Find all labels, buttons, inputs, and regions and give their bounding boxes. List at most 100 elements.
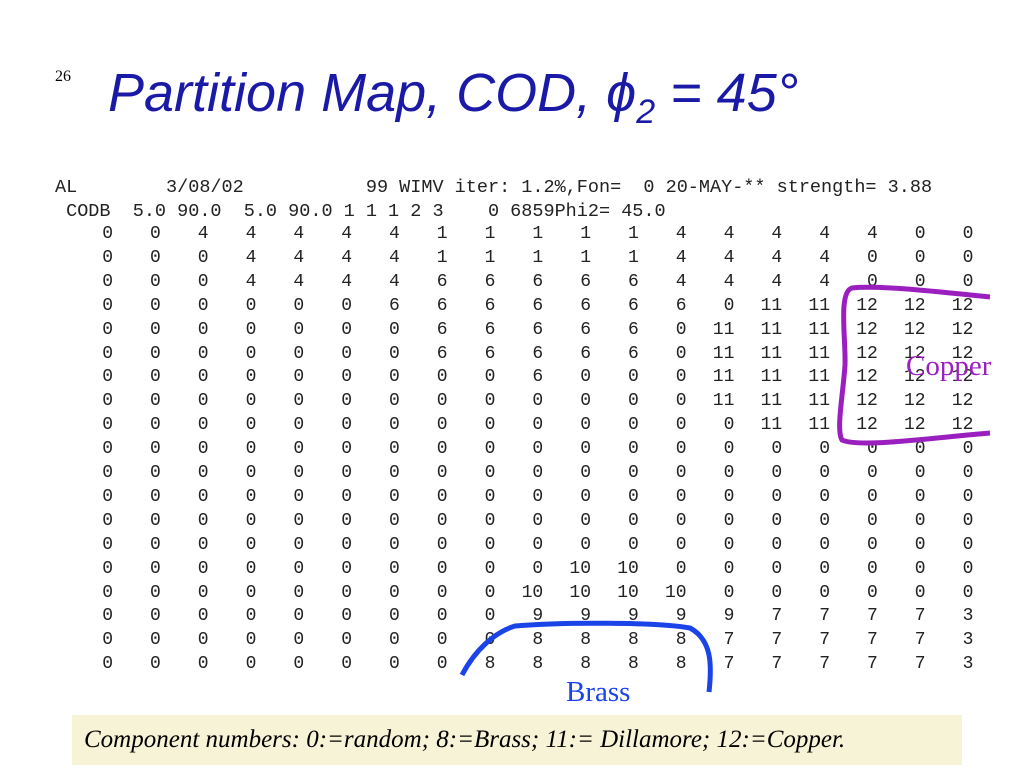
table-cell: 6 <box>580 271 591 292</box>
table-cell: 6 <box>580 319 591 340</box>
table-cell: 0 <box>341 510 352 531</box>
table-cell: 0 <box>388 343 400 364</box>
table-cell: 8 <box>627 630 639 651</box>
table-cell: 0 <box>627 367 639 388</box>
table-cell: 11 <box>760 343 783 364</box>
table-cell: 6 <box>627 295 639 316</box>
table-cell: 12 <box>951 343 974 364</box>
table-cell: 0 <box>149 486 161 507</box>
table-cell: 0 <box>436 367 448 388</box>
table-cell: 4 <box>723 271 735 292</box>
table-cell: 12 <box>856 391 878 412</box>
table-cell: 0 <box>388 319 400 340</box>
table-cell: 9 <box>532 606 544 627</box>
table-cell: 0 <box>627 534 639 555</box>
table-cell: 1 <box>484 247 496 268</box>
table-cell: 0 <box>484 486 496 507</box>
table-cell: 0 <box>914 510 926 531</box>
table-cell: 0 <box>771 510 783 531</box>
table-cell: 0 <box>197 558 209 579</box>
table-cell: 0 <box>723 582 735 603</box>
table-cell: 0 <box>245 510 257 531</box>
brass-bracket <box>459 620 713 693</box>
table-cell: 6 <box>436 271 448 292</box>
table-cell: 7 <box>771 654 783 675</box>
table-cell: 0 <box>293 391 305 412</box>
table-cell: 0 <box>532 486 544 507</box>
table-cell: 11 <box>760 391 783 412</box>
table-cell: 6 <box>532 295 544 316</box>
table-cell: 1 <box>532 224 544 244</box>
table-cell: 0 <box>675 415 687 436</box>
table-cell: 0 <box>627 391 639 412</box>
table-cell: 0 <box>341 367 352 388</box>
table-cell: 6 <box>532 343 544 364</box>
table-cell: 0 <box>102 367 113 388</box>
table-cell: 0 <box>436 510 448 531</box>
table-cell: 0 <box>293 463 305 483</box>
table-cell: 0 <box>532 510 544 531</box>
table-cell: 0 <box>484 391 496 412</box>
table-cell: 0 <box>914 582 926 603</box>
table-cell: 6 <box>436 343 448 364</box>
table-cell: 0 <box>149 558 161 579</box>
table-cell: 6 <box>580 295 591 316</box>
table-cell: 0 <box>341 606 352 627</box>
table-cell: 6 <box>532 271 544 292</box>
table-cell: 0 <box>245 606 257 627</box>
table-cell: 0 <box>149 391 161 412</box>
table-cell: 0 <box>388 606 400 627</box>
table-cell: 4 <box>293 271 305 292</box>
table-cell: 0 <box>197 367 209 388</box>
table-cell: 11 <box>712 391 735 412</box>
table-cell: 7 <box>771 606 783 627</box>
table-cell: 12 <box>903 415 926 436</box>
table-cell: 0 <box>293 439 305 460</box>
table-cell: 7 <box>866 630 878 651</box>
table-cell: 0 <box>197 630 209 651</box>
table-cell: 0 <box>245 654 257 675</box>
table-cell: 0 <box>245 343 257 364</box>
table-cell: 6 <box>532 319 544 340</box>
table-cell: 0 <box>675 319 687 340</box>
table-cell: 0 <box>102 534 113 555</box>
table-cell: 7 <box>866 606 878 627</box>
table-cell: 0 <box>675 486 687 507</box>
table-cell: 4 <box>771 224 783 244</box>
table-cell: 0 <box>436 558 448 579</box>
table-cell: 0 <box>962 463 974 483</box>
table-cell: 9 <box>627 606 639 627</box>
table-cell: 0 <box>197 319 209 340</box>
table-cell: 4 <box>819 224 830 244</box>
table-cell: 0 <box>102 510 113 531</box>
table-cell: 0 <box>388 582 400 603</box>
table-cell: 0 <box>245 534 257 555</box>
table-cell: 1 <box>532 247 544 268</box>
table-cell: 7 <box>771 630 783 651</box>
table-cell: 0 <box>580 534 591 555</box>
slide-title: Partition Map, COD, ϕ2 = 45° <box>108 62 798 132</box>
table-cell: 0 <box>341 630 352 651</box>
table-cell: 4 <box>341 247 352 268</box>
table-cell: 6 <box>627 271 639 292</box>
table-cell: 0 <box>580 463 591 483</box>
table-cell: 10 <box>617 558 639 579</box>
table-cell: 12 <box>856 415 878 436</box>
table-cell: 0 <box>341 558 352 579</box>
table-cell: 0 <box>436 486 448 507</box>
table-cell: 0 <box>436 534 448 555</box>
table-cell: 0 <box>580 486 591 507</box>
table-cell: 4 <box>771 271 783 292</box>
table-cell: 0 <box>293 319 305 340</box>
table-cell: 0 <box>723 415 735 436</box>
table-cell: 7 <box>819 606 830 627</box>
table-cell: 0 <box>293 606 305 627</box>
table-cell: 6 <box>436 295 448 316</box>
table-cell: 0 <box>341 582 352 603</box>
title-rest: = 45° <box>655 63 799 123</box>
table-cell: 7 <box>866 654 878 675</box>
header-line: AL 3/08/02 99 WIMV iter: 1.2%,Fon= 0 20-… <box>55 177 933 198</box>
table-cell: 0 <box>914 224 926 244</box>
